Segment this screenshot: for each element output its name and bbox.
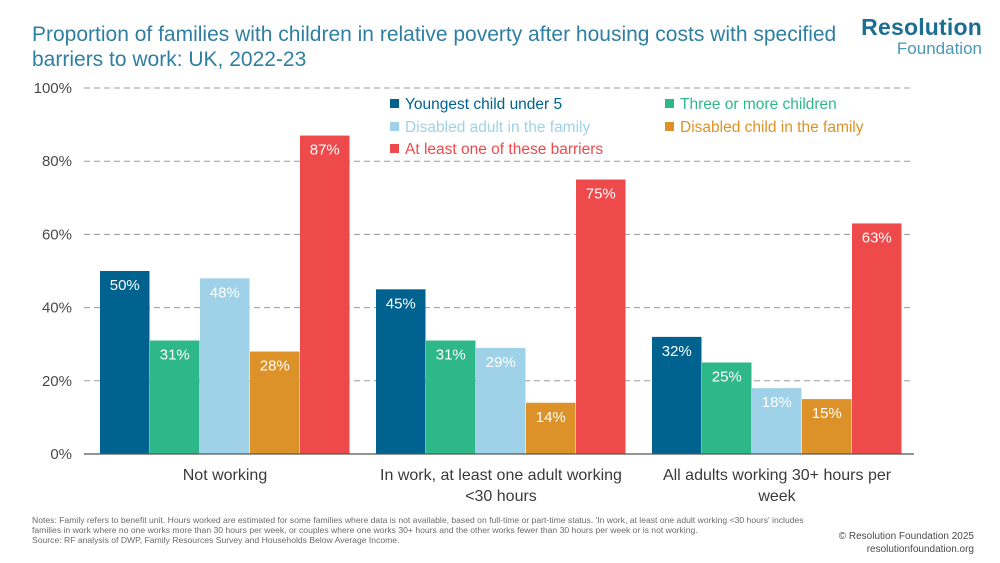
bar-value-label: 31% xyxy=(436,347,466,364)
bar-value-label: 15% xyxy=(812,405,842,422)
bar xyxy=(702,362,752,454)
bar-value-label: 28% xyxy=(260,358,290,375)
legend-label: Disabled adult in the family xyxy=(405,119,590,136)
y-tick-label: 0% xyxy=(50,446,72,463)
source-text: Source: RF analysis of DWP, Family Resou… xyxy=(32,535,400,545)
y-tick-label: 40% xyxy=(42,300,72,317)
bar-value-label: 32% xyxy=(662,343,692,360)
y-tick-label: 80% xyxy=(42,153,72,170)
bar-value-label: 75% xyxy=(586,186,616,203)
bar xyxy=(100,271,150,454)
legend-label: Disabled child in the family xyxy=(680,119,864,136)
legend-label: Three or more children xyxy=(680,96,837,113)
bar xyxy=(150,340,200,454)
logo-subtitle: Foundation xyxy=(896,39,982,58)
legend-swatch xyxy=(665,99,674,108)
x-category-label: All adults working 30+ hours per xyxy=(663,467,892,484)
legend-swatch xyxy=(390,122,399,131)
bar-value-label: 31% xyxy=(160,347,190,364)
y-tick-label: 60% xyxy=(42,226,72,243)
bar-value-label: 25% xyxy=(712,369,742,386)
copyright: © Resolution Foundation 2025 resolutionf… xyxy=(839,530,974,556)
x-category-label: week xyxy=(757,488,796,505)
x-category-label: <30 hours xyxy=(465,488,537,505)
logo-name: Resolution xyxy=(861,14,982,40)
bar-value-label: 29% xyxy=(486,354,516,371)
legend-swatch xyxy=(390,99,399,108)
bar-value-label: 50% xyxy=(110,277,140,294)
bar xyxy=(576,179,626,454)
legend-swatch xyxy=(665,122,674,131)
bar xyxy=(426,340,476,454)
legend-label: Youngest child under 5 xyxy=(405,96,562,113)
bar xyxy=(752,388,802,454)
chart-notes: Notes: Family refers to benefit unit. Ho… xyxy=(32,515,822,545)
bar xyxy=(802,399,852,454)
copyright-text: © Resolution Foundation 2025 xyxy=(838,531,974,542)
x-category-label: In work, at least one adult working xyxy=(380,467,622,484)
bar xyxy=(200,278,250,454)
bar xyxy=(476,347,526,454)
notes-text: Notes: Family refers to benefit unit. Ho… xyxy=(32,515,804,535)
bar-value-label: 18% xyxy=(762,394,792,411)
bar-value-label: 45% xyxy=(386,295,416,312)
bar xyxy=(250,351,300,454)
bar-value-label: 48% xyxy=(210,284,240,301)
legend-swatch xyxy=(390,144,399,153)
bar xyxy=(526,402,576,454)
y-tick-label: 100% xyxy=(34,80,72,97)
bar-value-label: 14% xyxy=(536,409,566,426)
x-category-label: Not working xyxy=(183,467,267,484)
legend-label: At least one of these barriers xyxy=(405,141,603,158)
bar-value-label: 63% xyxy=(862,229,892,246)
bar xyxy=(852,223,902,454)
bar xyxy=(300,135,350,454)
bar xyxy=(376,289,426,454)
y-tick-label: 20% xyxy=(42,373,72,390)
bar xyxy=(652,336,702,454)
website-text: resolutionfoundation.org xyxy=(866,544,974,555)
bar-value-label: 87% xyxy=(310,142,340,159)
resolution-foundation-logo: Resolution Foundation xyxy=(861,14,982,58)
chart-title: Proportion of families with children in … xyxy=(32,23,837,71)
